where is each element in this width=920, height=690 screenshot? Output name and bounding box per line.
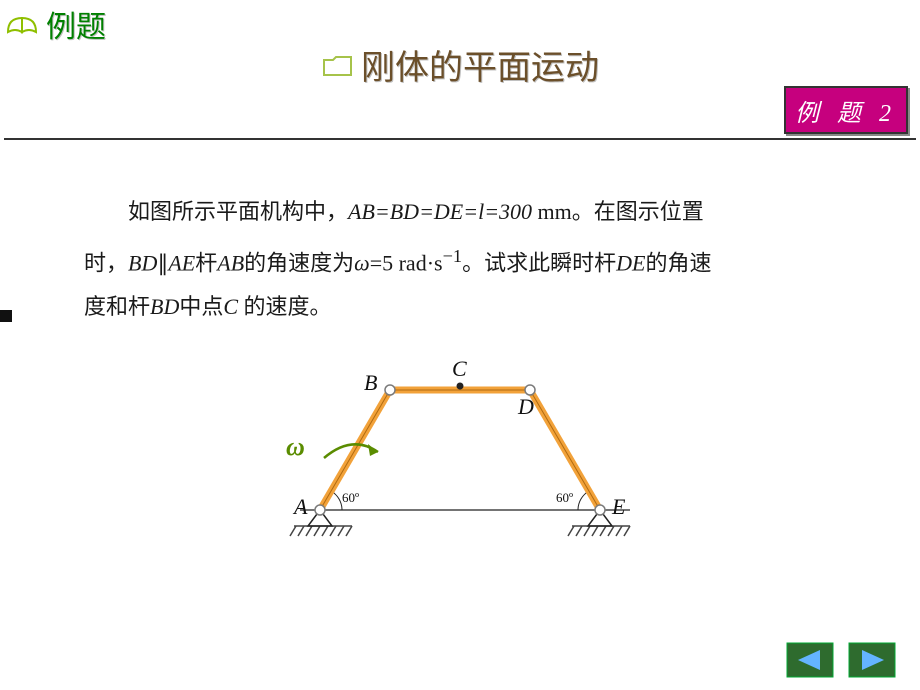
divider bbox=[4, 138, 916, 140]
t3e: 的速度。 bbox=[238, 294, 332, 319]
next-button[interactable] bbox=[848, 642, 896, 678]
t2p: ∥ bbox=[157, 250, 168, 275]
t2f: 。试求此瞬时杆 bbox=[462, 250, 616, 275]
t2x: −1 bbox=[443, 246, 463, 266]
folder-icon bbox=[321, 51, 355, 79]
t2t: 的角速 bbox=[645, 250, 711, 275]
example-badge: 例 题 2 bbox=[784, 86, 908, 134]
angle-left: 60º bbox=[342, 490, 359, 506]
t2b: BD bbox=[128, 250, 157, 275]
book-icon bbox=[6, 10, 40, 38]
t2g: 杆 bbox=[195, 250, 217, 275]
t1u: mm bbox=[532, 199, 572, 224]
t2de: DE bbox=[616, 250, 645, 275]
label-E: E bbox=[612, 494, 625, 520]
t1c: 。在图示位置 bbox=[572, 199, 704, 224]
t2ab: AB bbox=[217, 250, 244, 275]
prev-button[interactable] bbox=[786, 642, 834, 678]
angle-right: 60º bbox=[556, 490, 573, 506]
t2c: AE bbox=[168, 250, 195, 275]
label-A: A bbox=[294, 494, 307, 520]
t3c: 中点 bbox=[179, 294, 223, 319]
t1b: AB=BD=DE=l=300 bbox=[348, 199, 532, 224]
label-B: B bbox=[364, 370, 377, 396]
label-C: C bbox=[452, 356, 467, 382]
t2a: 时， bbox=[84, 250, 128, 275]
label-D: D bbox=[518, 394, 534, 420]
t3a: 度和杆 bbox=[84, 294, 150, 319]
t2d: 的角速度为 bbox=[244, 250, 354, 275]
mechanism-diagram: A B C D E ω 60º 60º bbox=[260, 350, 680, 570]
t3b: BD bbox=[150, 294, 179, 319]
header-row-2: 刚体的平面运动 bbox=[0, 40, 920, 89]
side-marker bbox=[0, 310, 12, 322]
label-omega: ω bbox=[286, 432, 305, 462]
t3d: C bbox=[223, 294, 238, 319]
main-title: 刚体的平面运动 bbox=[361, 40, 599, 89]
problem-text: 如图所示平面机构中，AB=BD=DE=l=300 mm。在图示位置 时，BD∥A… bbox=[84, 190, 860, 329]
t2o: ω bbox=[354, 250, 370, 275]
t2e: =5 rad·s bbox=[370, 250, 443, 275]
t1a: 如图所示平面机构中， bbox=[128, 199, 348, 224]
